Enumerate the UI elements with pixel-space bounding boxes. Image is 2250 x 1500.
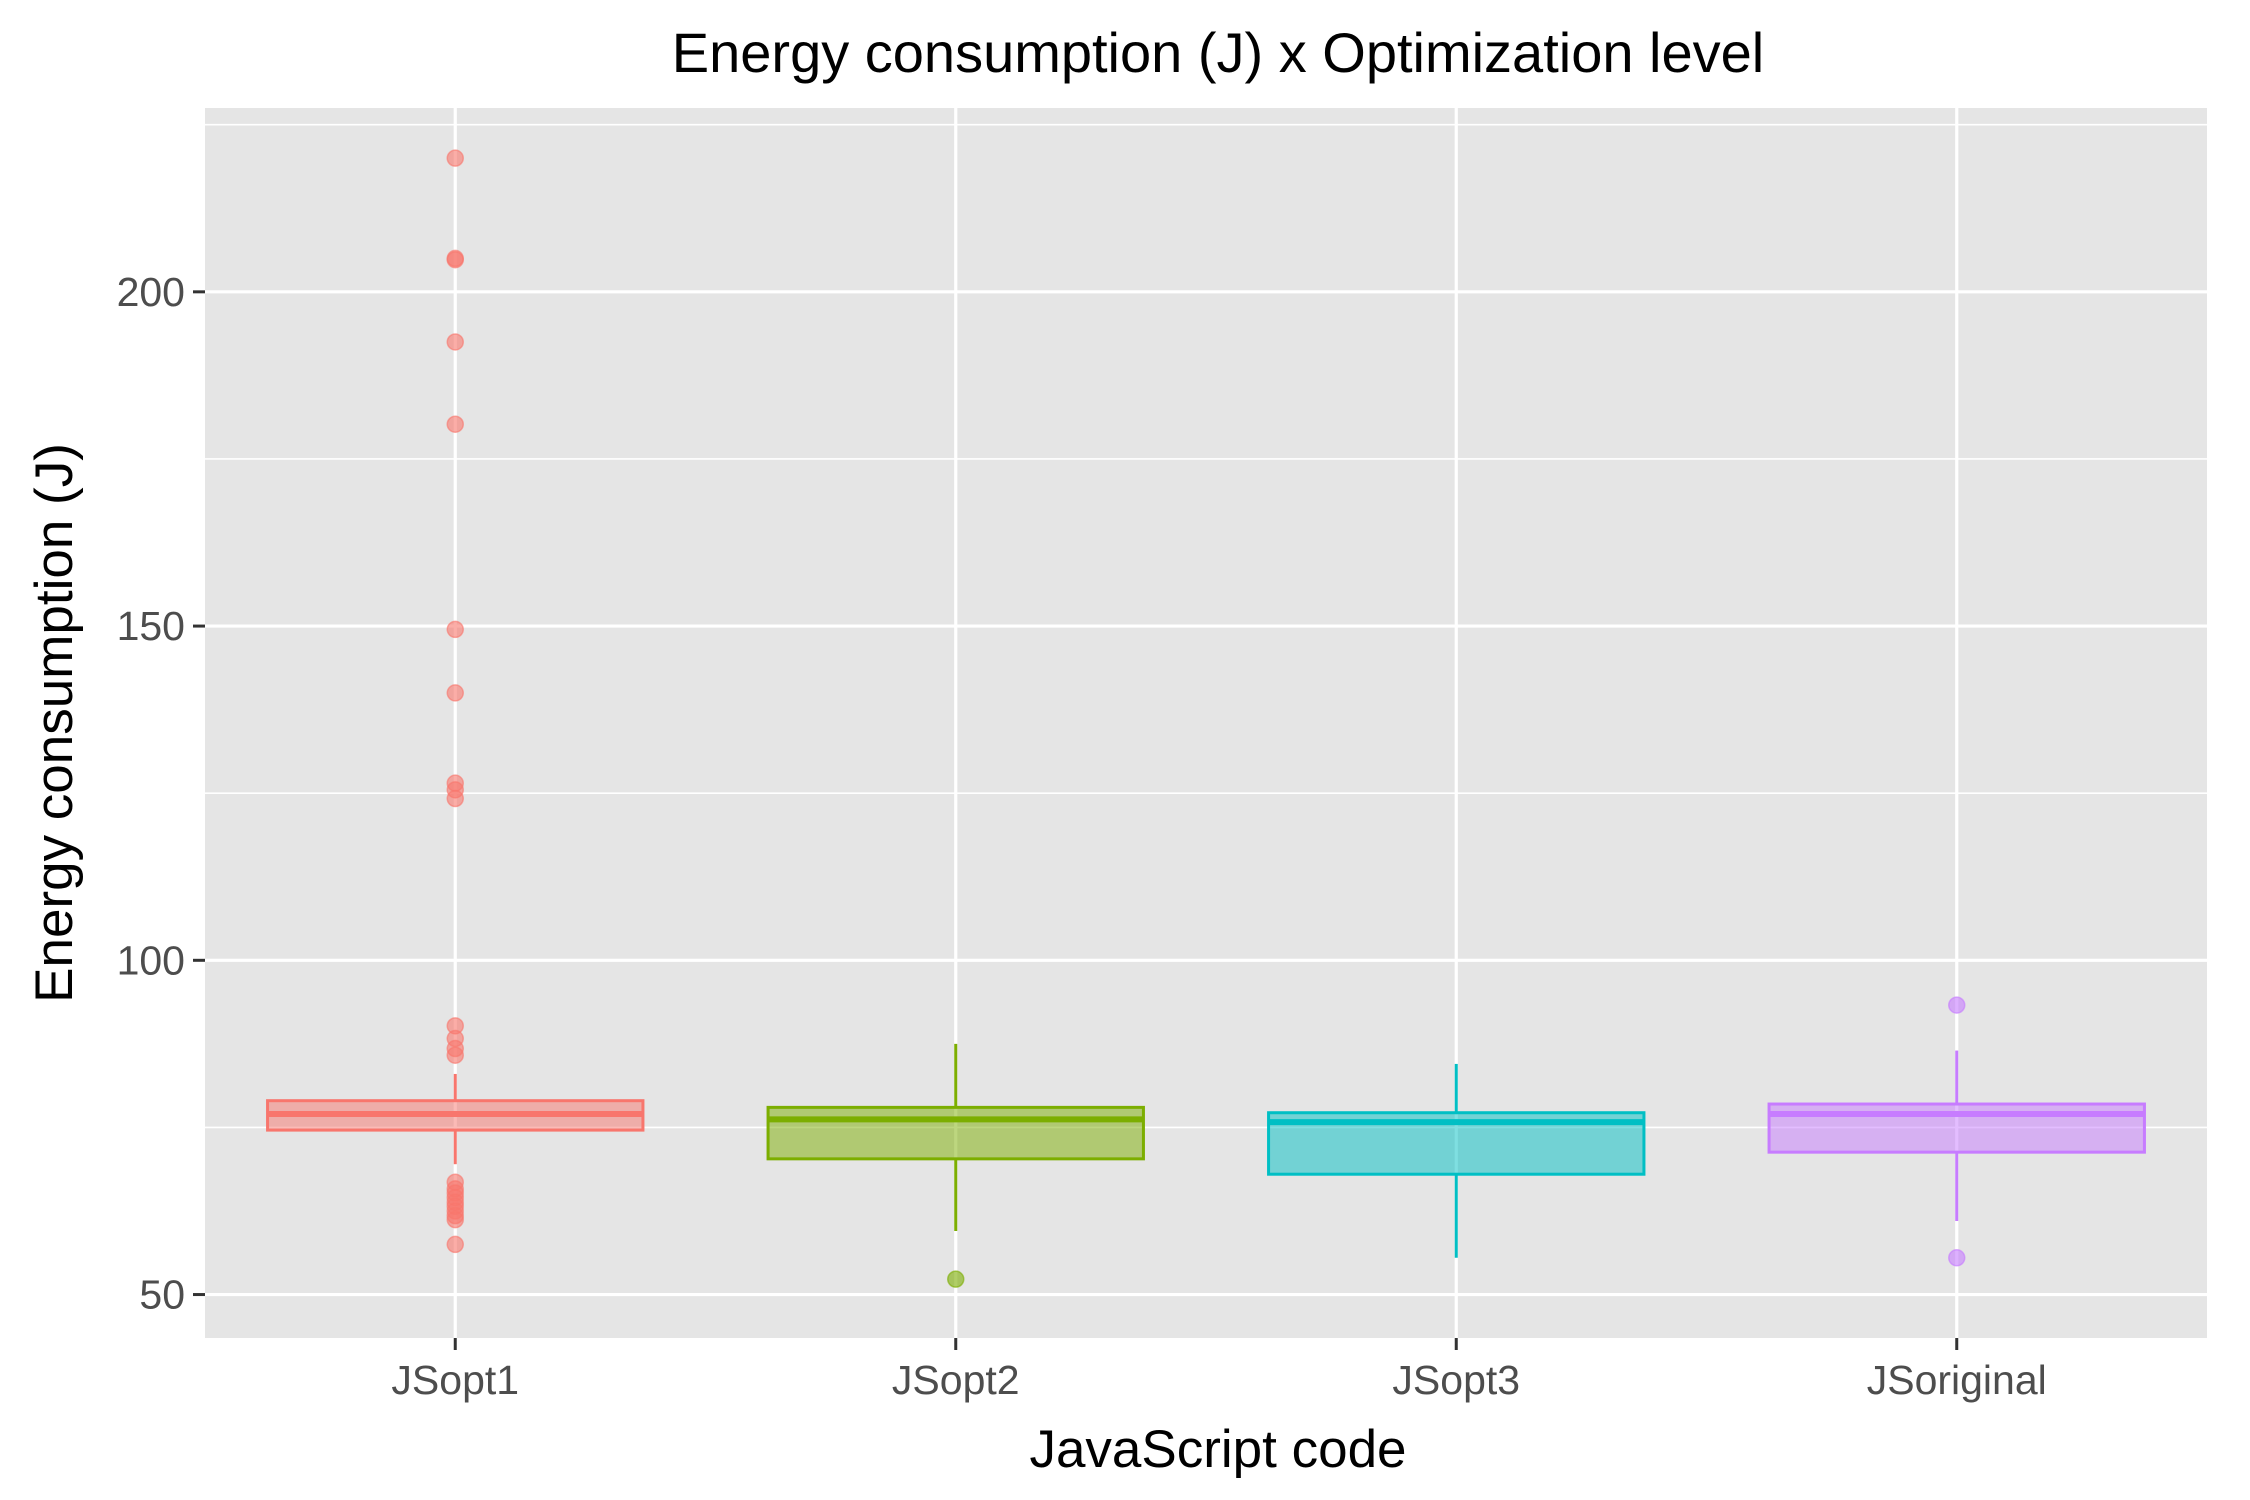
box-jsopt1 — [266, 149, 645, 1254]
outlier-point — [446, 789, 464, 808]
outlier-point — [446, 149, 464, 167]
box-jsopt2 — [766, 1043, 1145, 1288]
x-tick-label: JSopt3 — [1392, 1357, 1520, 1403]
outlier-point — [446, 684, 464, 702]
box-jsopt3 — [1267, 1063, 1646, 1258]
outlier-point — [446, 415, 464, 433]
x-tick-label: JSoriginal — [1867, 1357, 2047, 1403]
x-axis-title: JavaScript code — [1029, 1420, 1406, 1479]
y-axis-title: Energy consumption (J) — [25, 443, 84, 1003]
box-iqr — [766, 1105, 1145, 1161]
outlier-point — [1948, 1249, 1966, 1267]
box-jsoriginal — [1767, 996, 2146, 1267]
outlier-point — [446, 1235, 464, 1254]
x-tick-label: JSopt2 — [892, 1357, 1020, 1403]
outlier-point — [446, 1210, 464, 1229]
y-tick-label: 50 — [139, 1272, 185, 1318]
y-axis-ticks: 50 100 150 200 — [117, 269, 205, 1318]
outlier-point — [1948, 996, 1966, 1014]
outlier-point — [446, 333, 464, 351]
y-tick-label: 100 — [117, 937, 185, 983]
outlier-point — [446, 1046, 464, 1064]
outlier-point — [446, 620, 464, 639]
outlier-point — [446, 250, 464, 269]
y-tick-label: 200 — [117, 269, 185, 315]
outlier-point — [947, 1270, 965, 1288]
chart-title: Energy consumption (J) x Optimization le… — [672, 21, 1764, 84]
x-axis-ticks: JSopt1 JSopt2 JSopt3 JSoriginal — [391, 1338, 2047, 1403]
x-tick-label: JSopt1 — [391, 1357, 519, 1403]
boxes — [266, 149, 2146, 1288]
y-tick-label: 150 — [117, 603, 185, 649]
